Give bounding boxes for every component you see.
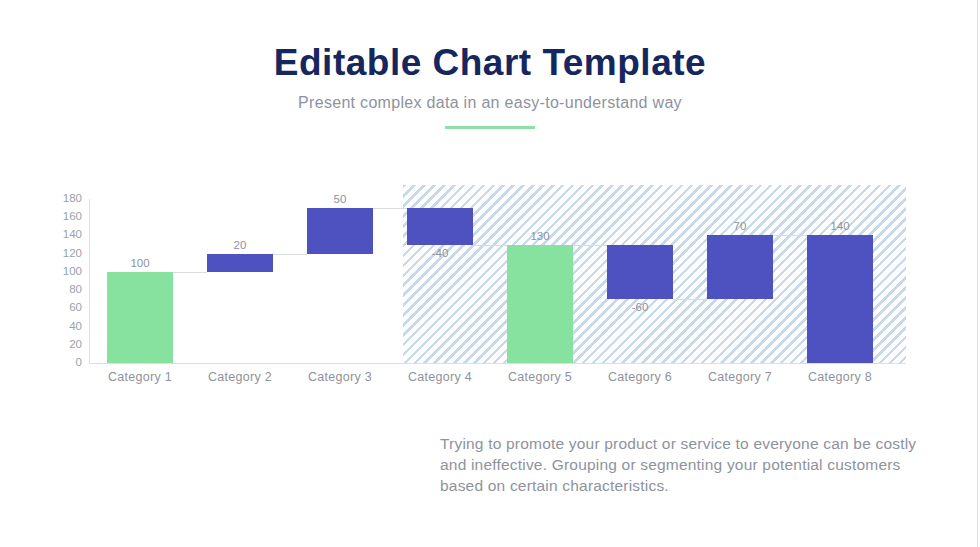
chart-legend: Title One $347,745 Title Two $457,679	[0, 430, 430, 500]
bar-category-1	[107, 272, 173, 363]
x-tick-label: Category 6	[590, 370, 690, 384]
x-tick-label: Category 2	[190, 370, 290, 384]
connector-line	[273, 254, 307, 255]
y-tick-label: 60	[38, 301, 82, 313]
x-tick-label: Category 8	[790, 370, 890, 384]
waterfall-chart: 0 20 40 60 80 100 120 140 160 180 100 Category 1 20 C…	[0, 0, 980, 420]
y-tick-label: 100	[38, 265, 82, 277]
bar-value-label: 70	[707, 220, 773, 232]
x-axis-line	[89, 363, 906, 364]
bar-value-label: 140	[807, 220, 873, 232]
connector-line	[373, 208, 407, 209]
x-tick-label: Category 4	[390, 370, 490, 384]
slide-canvas: Editable Chart Template Present complex …	[0, 0, 980, 547]
x-tick-label: Category 7	[690, 370, 790, 384]
y-tick-label: 20	[38, 338, 82, 350]
bar-category-6	[607, 245, 673, 300]
y-tick-label: 140	[38, 228, 82, 240]
y-tick-label: 80	[38, 283, 82, 295]
x-tick-label: Category 3	[290, 370, 390, 384]
bar-value-label: -60	[607, 301, 673, 313]
connector-line	[773, 235, 807, 236]
connector-line	[473, 245, 507, 246]
bar-value-label: 100	[107, 257, 173, 269]
bar-category-8	[807, 235, 873, 363]
x-tick-label: Category 1	[90, 370, 190, 384]
bar-value-label: 50	[307, 193, 373, 205]
bar-value-label: 20	[207, 239, 273, 251]
bar-category-3	[307, 208, 373, 254]
bar-value-label: -40	[407, 247, 473, 259]
bar-value-label: 130	[507, 230, 573, 242]
y-tick-label: 0	[38, 356, 82, 368]
y-tick-label: 160	[38, 210, 82, 222]
connector-line	[573, 245, 607, 246]
bar-category-2	[207, 254, 273, 272]
y-tick-label: 180	[38, 192, 82, 204]
bar-category-7	[707, 235, 773, 299]
connector-line	[173, 272, 207, 273]
x-tick-label: Category 5	[490, 370, 590, 384]
y-tick-label: 120	[38, 247, 82, 259]
slide-right-border	[977, 0, 978, 547]
bar-category-5	[507, 245, 573, 363]
bar-category-4	[407, 208, 473, 244]
y-axis-line	[89, 199, 90, 363]
description-text: Trying to promote your product or servic…	[440, 433, 922, 496]
y-tick-label: 40	[38, 320, 82, 332]
connector-line	[673, 299, 707, 300]
